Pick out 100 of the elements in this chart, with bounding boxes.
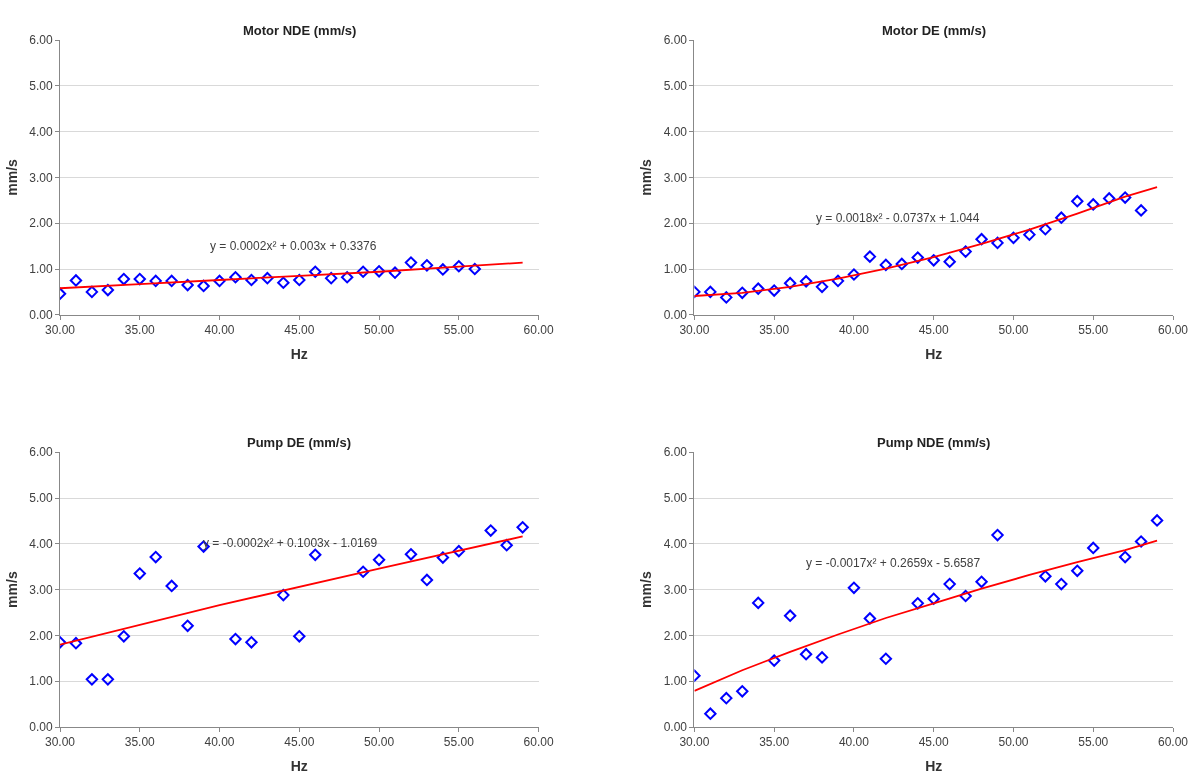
point <box>181 619 194 632</box>
point <box>704 707 717 720</box>
point <box>895 257 908 271</box>
point <box>293 273 306 287</box>
point <box>831 274 845 288</box>
point <box>117 630 131 643</box>
x-tick-label: 35.00 <box>124 323 156 338</box>
point <box>847 268 861 281</box>
point <box>500 538 513 552</box>
y-tick-label: 3.00 <box>663 582 688 597</box>
point <box>1134 535 1148 548</box>
point <box>245 273 258 287</box>
point <box>213 274 226 288</box>
point <box>277 588 290 602</box>
x-axis-title: Hz <box>290 345 308 362</box>
point <box>959 589 972 603</box>
point <box>879 258 893 272</box>
point <box>101 673 115 686</box>
point <box>69 274 83 287</box>
point <box>911 251 924 264</box>
point <box>1039 222 1052 236</box>
point <box>420 573 434 587</box>
point <box>863 612 877 625</box>
y-tick-label: 0.00 <box>29 720 53 735</box>
y-tick-label: 5.00 <box>663 79 688 93</box>
x-tick-label: 50.00 <box>998 735 1029 750</box>
point <box>767 284 781 297</box>
point <box>815 651 829 664</box>
y-tick-label: 4.00 <box>663 124 688 139</box>
y-tick-label: 4.00 <box>663 537 688 551</box>
x-tick-label: 45.00 <box>918 735 950 750</box>
point <box>245 636 258 649</box>
point <box>516 521 529 534</box>
x-tick-label: 60.00 <box>1157 735 1189 750</box>
point <box>277 276 290 289</box>
annotation: y = 0.0018x² - 0.0737x + 1.044 <box>816 211 980 225</box>
y-axis-title: mm/s <box>638 158 655 196</box>
y-tick-label: 3.00 <box>29 170 53 185</box>
point <box>484 524 497 537</box>
y-axis-title: mm/s <box>3 571 20 608</box>
point <box>1039 570 1052 583</box>
point <box>1118 550 1132 564</box>
y-axis-title: mm/s <box>638 571 655 608</box>
x-tick-label: 60.00 <box>523 735 554 750</box>
point <box>372 265 386 278</box>
x-axis-title: Hz <box>925 757 943 774</box>
point <box>959 245 972 258</box>
point <box>133 272 146 286</box>
y-tick-label: 0.00 <box>663 720 688 735</box>
point <box>181 278 194 292</box>
y-tick-label: 0.00 <box>29 308 53 322</box>
point <box>736 685 749 698</box>
y-tick-label: 6.00 <box>29 445 53 460</box>
x-tick-label: 30.00 <box>44 323 76 338</box>
point <box>85 673 99 686</box>
point <box>927 254 940 267</box>
y-tick-label: 5.00 <box>29 79 53 93</box>
point <box>1134 204 1148 217</box>
x-tick-label: 35.00 <box>759 735 790 750</box>
point <box>117 272 131 286</box>
y-tick-label: 2.00 <box>663 216 688 231</box>
y-tick-label: 1.00 <box>663 674 688 689</box>
point <box>720 291 733 304</box>
y-tick-label: 0.00 <box>663 308 688 322</box>
point <box>197 279 210 293</box>
point <box>1071 564 1084 578</box>
point <box>1150 514 1164 527</box>
point <box>1055 211 1068 224</box>
x-tick-label: 55.00 <box>443 323 475 338</box>
point <box>783 609 797 622</box>
x-tick-label: 35.00 <box>124 735 156 750</box>
point <box>720 691 733 705</box>
chart-title: Motor DE (mm/s) <box>882 23 986 38</box>
x-tick-label: 30.00 <box>44 735 76 750</box>
x-tick-label: 40.00 <box>204 323 235 338</box>
point <box>1007 231 1020 245</box>
y-axis-title: mm/s <box>3 158 20 196</box>
point <box>340 271 354 284</box>
point <box>420 259 434 272</box>
x-tick-label: 50.00 <box>364 735 395 750</box>
point <box>101 283 115 297</box>
point <box>736 286 749 300</box>
x-tick-label: 55.00 <box>1078 323 1109 338</box>
x-tick-label: 30.00 <box>679 735 710 750</box>
annotation: y = 0.0002x² + 0.003x + 0.3376 <box>210 239 377 253</box>
y-tick-label: 6.00 <box>663 445 688 460</box>
x-axis-title: Hz <box>290 757 308 774</box>
point <box>293 630 306 643</box>
point <box>1071 195 1084 208</box>
point <box>943 255 956 268</box>
chart-title: Pump NDE (mm/s) <box>877 435 991 450</box>
point <box>468 262 481 276</box>
point <box>436 551 450 564</box>
y-tick-label: 1.00 <box>29 262 53 277</box>
x-tick-label: 50.00 <box>998 323 1029 338</box>
y-tick-label: 1.00 <box>29 674 53 689</box>
point <box>165 274 178 288</box>
x-tick-label: 45.00 <box>284 735 315 750</box>
y-tick-label: 4.00 <box>29 537 53 551</box>
point <box>372 553 386 567</box>
